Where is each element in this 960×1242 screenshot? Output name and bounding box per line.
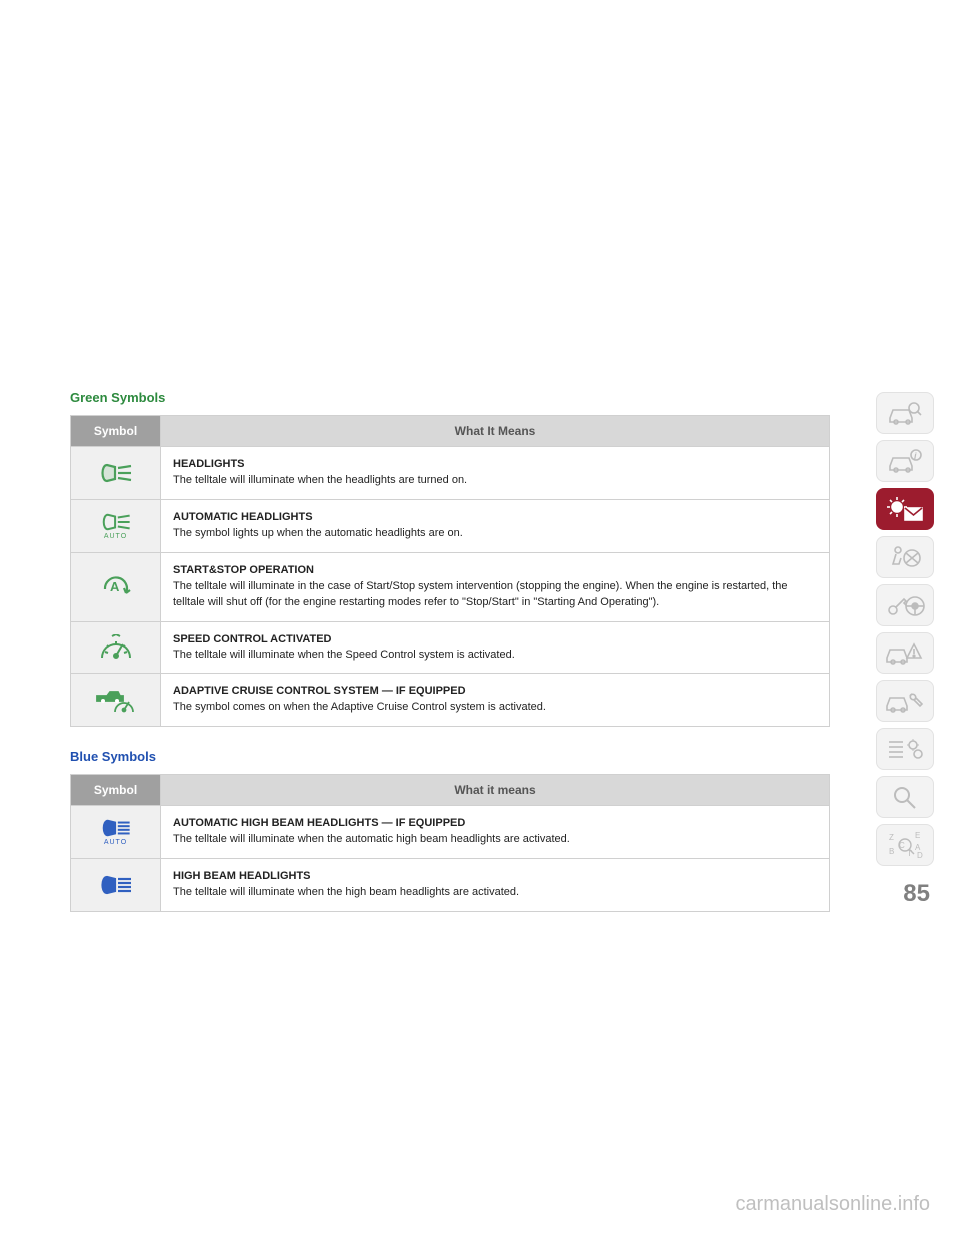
svg-text:E: E xyxy=(915,831,920,840)
tab-list-gears[interactable] xyxy=(876,728,934,770)
symbol-cell xyxy=(71,621,161,674)
svg-text:Z: Z xyxy=(889,833,894,842)
watermark: carmanualsonline.info xyxy=(735,1193,930,1216)
startstop-icon: A xyxy=(99,572,133,602)
symbol-cell xyxy=(71,859,161,912)
table-row: SPEED CONTROL ACTIVATED The telltale wil… xyxy=(71,621,830,674)
table-row: ADAPTIVE CRUISE CONTROL SYSTEM — IF EQUI… xyxy=(71,674,830,727)
svg-text:D: D xyxy=(917,851,923,860)
table-row: HEADLIGHTS The telltale will illuminate … xyxy=(71,447,830,500)
table-row: AUTO AUTOMATIC HIGH BEAM HEADLIGHTS — IF… xyxy=(71,806,830,859)
table-row: A START&STOP OPERATION The telltale will… xyxy=(71,552,830,621)
green-col-meaning: What It Means xyxy=(161,416,830,447)
highbeam-icon xyxy=(99,818,133,838)
table-row: AUTO AUTOMATIC HEADLIGHTS The symbol lig… xyxy=(71,499,830,552)
svg-text:B: B xyxy=(889,847,894,856)
symbol-cell xyxy=(71,447,161,500)
green-section: Green Symbols Symbol What It Means HEADL… xyxy=(70,390,830,727)
meaning-cell: SPEED CONTROL ACTIVATED The telltale wil… xyxy=(161,621,830,674)
meaning-cell: ADAPTIVE CRUISE CONTROL SYSTEM — IF EQUI… xyxy=(161,674,830,727)
green-col-symbol: Symbol xyxy=(71,416,161,447)
highbeam-icon xyxy=(99,874,133,896)
symbol-cell xyxy=(71,674,161,727)
green-heading: Green Symbols xyxy=(70,390,830,405)
blue-col-meaning: What it means xyxy=(161,775,830,806)
svg-text:A: A xyxy=(110,579,120,594)
headlight-icon xyxy=(99,512,133,532)
meaning-cell: HEADLIGHTS The telltale will illuminate … xyxy=(161,447,830,500)
meaning-cell: START&STOP OPERATION The telltale will i… xyxy=(161,552,830,621)
blue-heading: Blue Symbols xyxy=(70,749,830,764)
page-number: 85 xyxy=(903,880,930,908)
tab-light-mail[interactable] xyxy=(876,488,934,530)
symbol-cell: A xyxy=(71,552,161,621)
blue-col-symbol: Symbol xyxy=(71,775,161,806)
tab-letters[interactable]: ZEBACTD xyxy=(876,824,934,866)
acc-icon xyxy=(95,686,137,714)
meaning-cell: AUTOMATIC HEADLIGHTS The symbol lights u… xyxy=(161,499,830,552)
sidebar-tabs: i ZEBACTD xyxy=(876,392,934,866)
tab-key-wheel[interactable] xyxy=(876,584,934,626)
tab-car-wrench[interactable] xyxy=(876,680,934,722)
symbol-cell: AUTO xyxy=(71,499,161,552)
table-row: HIGH BEAM HEADLIGHTS The telltale will i… xyxy=(71,859,830,912)
tab-car-info[interactable]: i xyxy=(876,440,934,482)
icon-sublabel: AUTO xyxy=(104,839,127,846)
meaning-cell: HIGH BEAM HEADLIGHTS The telltale will i… xyxy=(161,859,830,912)
meaning-cell: AUTOMATIC HIGH BEAM HEADLIGHTS — IF EQUI… xyxy=(161,806,830,859)
main-content: Green Symbols Symbol What It Means HEADL… xyxy=(70,390,830,934)
blue-table: Symbol What it means AUTO AUTOMATIC HIGH… xyxy=(70,774,830,912)
green-table: Symbol What It Means HEADLIGHTS The tell… xyxy=(70,415,830,727)
tab-car-warning[interactable] xyxy=(876,632,934,674)
symbol-cell: AUTO xyxy=(71,806,161,859)
headlight-icon xyxy=(99,462,133,484)
icon-sublabel: AUTO xyxy=(104,533,127,540)
tab-magnifier[interactable] xyxy=(876,776,934,818)
blue-section: Blue Symbols Symbol What it means AUTO xyxy=(70,749,830,912)
tab-seat-airbag[interactable] xyxy=(876,536,934,578)
speedometer-icon xyxy=(98,634,134,662)
tab-car-search[interactable] xyxy=(876,392,934,434)
